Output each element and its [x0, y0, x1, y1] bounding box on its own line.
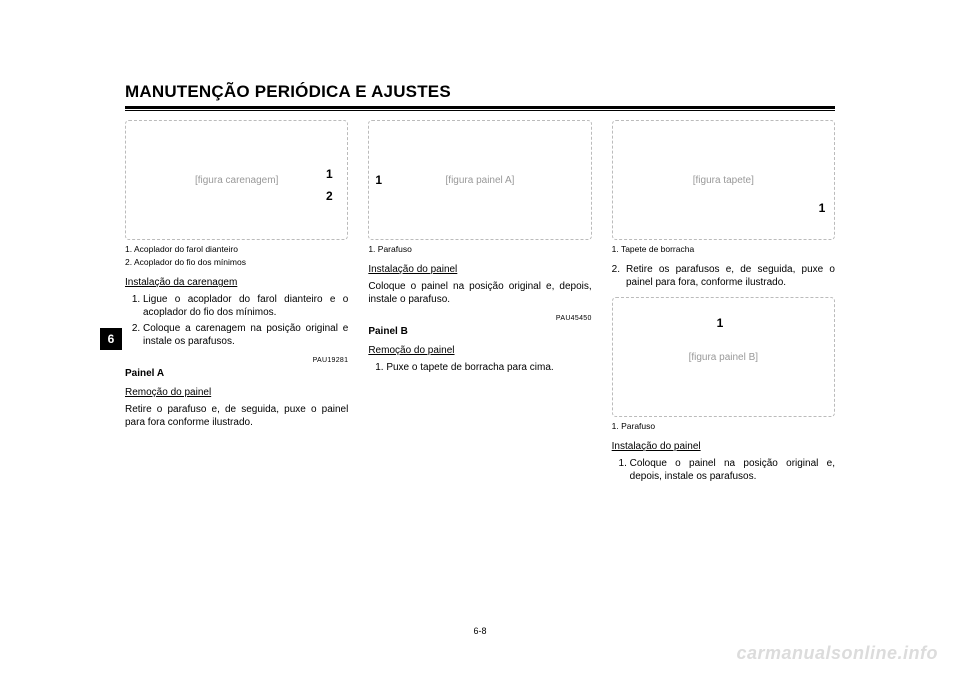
page-number: 6-8: [0, 626, 960, 636]
caption-line: 1. Parafuso: [368, 244, 591, 255]
continued-list-item: 2. Retire os parafusos e, de seguida, pu…: [612, 263, 835, 289]
caption-line: 1. Acoplador do farol dianteiro: [125, 244, 348, 255]
section-title: Remoção do painel: [368, 344, 591, 357]
ref-code: PAU45450: [368, 314, 591, 323]
list-number: 2.: [612, 263, 620, 289]
list-item: Puxe o tapete de borracha para cima.: [386, 361, 591, 374]
page-title: MANUTENÇÃO PERIÓDICA E AJUSTES: [125, 82, 835, 102]
figure-captions: 1. Acoplador do farol dianteiro 2. Acopl…: [125, 244, 348, 268]
figure-placeholder: [figura painel A]: [446, 174, 515, 187]
figure-captions: 1. Tapete de borracha: [612, 244, 835, 255]
header-rule-thin: [125, 110, 835, 111]
ref-code: PAU19281: [125, 356, 348, 365]
figure-captions: 1. Parafuso: [368, 244, 591, 255]
list-item: Coloque a carenagem na posição original …: [143, 322, 348, 348]
callout-label: 1: [717, 316, 724, 332]
panel-heading: Painel B: [368, 325, 591, 338]
ordered-list: Coloque o painel na posição original e, …: [612, 457, 835, 483]
figure-panel-a: [figura painel A] 1: [368, 120, 591, 240]
caption-line: 2. Acoplador do fio dos mínimos: [125, 257, 348, 268]
column-3: [figura tapete] 1 1. Tapete de borracha …: [612, 120, 835, 618]
callout-label: 1: [375, 173, 382, 189]
body-text: Coloque o painel na posição original e, …: [368, 280, 591, 306]
figure-captions: 1. Parafuso: [612, 421, 835, 432]
column-2: [figura painel A] 1 1. Parafuso Instalaç…: [368, 120, 591, 618]
section-title: Instalação da carenagem: [125, 276, 348, 289]
list-item: Ligue o acoplador do farol dianteiro e o…: [143, 293, 348, 319]
figure-placeholder: [figura carenagem]: [195, 174, 278, 187]
figure-panel-b: [figura painel B] 1: [612, 297, 835, 417]
column-1: [figura carenagem] 1 2 1. Acoplador do f…: [125, 120, 348, 618]
callout-label: 2: [326, 189, 333, 205]
header-rule-thick: [125, 106, 835, 109]
body-text: Retire o parafuso e, de seguida, puxe o …: [125, 403, 348, 429]
header: MANUTENÇÃO PERIÓDICA E AJUSTES: [125, 82, 835, 102]
list-item: Coloque o painel na posição original e, …: [630, 457, 835, 483]
section-title: Instalação do painel: [368, 263, 591, 276]
figure-placeholder: [figura tapete]: [693, 174, 754, 187]
callout-label: 1: [819, 201, 826, 217]
section-title: Remoção do painel: [125, 386, 348, 399]
watermark: carmanualsonline.info: [736, 643, 938, 664]
figure-rubber-mat: [figura tapete] 1: [612, 120, 835, 240]
ordered-list: Puxe o tapete de borracha para cima.: [368, 361, 591, 374]
chapter-tab: 6: [100, 328, 122, 350]
columns: [figura carenagem] 1 2 1. Acoplador do f…: [125, 120, 835, 618]
figure-placeholder: [figura painel B]: [689, 351, 759, 364]
caption-line: 1. Parafuso: [612, 421, 835, 432]
panel-heading: Painel A: [125, 367, 348, 380]
ordered-list: Ligue o acoplador do farol dianteiro e o…: [125, 293, 348, 348]
callout-label: 1: [326, 167, 333, 183]
section-title: Instalação do painel: [612, 440, 835, 453]
figure-cowling: [figura carenagem] 1 2: [125, 120, 348, 240]
caption-line: 1. Tapete de borracha: [612, 244, 835, 255]
page: MANUTENÇÃO PERIÓDICA E AJUSTES 6 [figura…: [0, 0, 960, 678]
list-text: Retire os parafusos e, de seguida, puxe …: [626, 263, 835, 289]
